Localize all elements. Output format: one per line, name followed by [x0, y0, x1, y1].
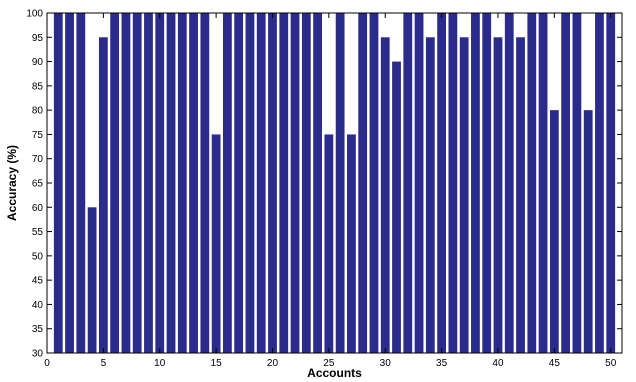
y-tick-label: 55: [32, 227, 44, 238]
x-axis-title: Accounts: [307, 366, 362, 380]
bar-account-32: [403, 13, 413, 353]
bar-account-9: [144, 13, 153, 353]
bar-account-36: [448, 13, 458, 353]
bar-account-18: [245, 13, 255, 353]
bar-account-41: [504, 13, 514, 353]
bar-account-3: [76, 13, 86, 353]
x-tick-label: 40: [492, 358, 504, 369]
y-tick-label: 50: [32, 251, 44, 262]
bar-account-34: [425, 37, 435, 354]
bar-account-20: [268, 13, 277, 353]
x-tick-label: 10: [154, 358, 166, 369]
x-tick-label: 25: [323, 358, 335, 369]
y-tick-label: 80: [32, 106, 44, 117]
bar-account-44: [538, 13, 548, 353]
bar-account-43: [527, 13, 537, 353]
bar-account-48: [583, 110, 593, 354]
y-tick-label: 75: [32, 130, 44, 141]
bar-account-28: [358, 13, 368, 353]
bar-account-2: [65, 13, 74, 353]
bar-account-29: [369, 13, 379, 353]
bar-account-7: [121, 13, 131, 353]
y-tick-label: 70: [32, 154, 44, 165]
y-tick-label: 90: [32, 57, 44, 68]
bar-account-24: [313, 13, 322, 353]
bar-account-33: [414, 13, 424, 353]
bar-account-37: [459, 37, 469, 354]
bar-account-15: [211, 134, 221, 353]
bar-account-22: [290, 13, 300, 353]
x-tick-label: 45: [549, 358, 561, 369]
bar-account-16: [222, 13, 232, 353]
y-tick-label: 100: [26, 9, 43, 20]
bar-account-50: [606, 13, 616, 353]
bar-account-11: [166, 13, 176, 353]
bar-account-35: [437, 13, 447, 353]
bar-account-27: [347, 134, 356, 353]
bar-account-38: [471, 13, 480, 353]
bar-account-4: [87, 207, 97, 353]
x-tick-label: 20: [267, 358, 279, 369]
bar-account-19: [256, 13, 266, 353]
y-tick-label: 35: [32, 324, 44, 335]
y-tick-label: 60: [32, 203, 44, 214]
y-axis-ticks: 30 35 40 45 50 55 60 65 70 75 80 85 90 95 100: [26, 9, 622, 360]
y-tick-label: 30: [32, 349, 44, 360]
x-tick-label: 15: [211, 358, 223, 369]
bar-account-14: [200, 13, 210, 353]
bar-account-47: [572, 13, 582, 353]
bar-account-5: [98, 37, 108, 354]
bars-group: [53, 13, 616, 354]
x-tick-label: 0: [44, 358, 50, 369]
y-tick-label: 95: [32, 33, 44, 44]
y-tick-label: 65: [32, 179, 44, 190]
bar-account-31: [392, 61, 401, 353]
bar-account-23: [301, 13, 311, 353]
y-axis-title: Accuracy (%): [5, 145, 19, 221]
bar-account-40: [493, 37, 503, 354]
bar-account-13: [189, 13, 198, 353]
bar-account-45: [549, 110, 559, 354]
bar-account-46: [561, 13, 571, 353]
y-tick-label: 40: [32, 300, 44, 311]
y-tick-label: 85: [32, 81, 44, 92]
bar-account-42: [516, 37, 525, 354]
bar-account-17: [234, 13, 244, 353]
bar-account-8: [132, 13, 142, 353]
bar-account-30: [380, 37, 390, 354]
bar-account-12: [177, 13, 187, 353]
y-tick-label: 45: [32, 276, 44, 287]
x-tick-label: 35: [436, 358, 448, 369]
bar-account-1: [53, 13, 63, 353]
x-tick-label: 5: [101, 358, 107, 369]
bar-account-25: [324, 134, 334, 353]
bar-account-39: [482, 13, 492, 353]
x-tick-label: 30: [380, 358, 392, 369]
bar-account-49: [595, 13, 604, 353]
bar-account-21: [279, 13, 289, 353]
x-tick-label: 50: [605, 358, 617, 369]
bar-account-10: [155, 13, 165, 353]
bar-account-6: [110, 13, 120, 353]
bar-account-26: [335, 13, 345, 353]
x-axis-ticks: 0 5 10 15 20 25 30 35 40 45 50: [44, 13, 617, 369]
